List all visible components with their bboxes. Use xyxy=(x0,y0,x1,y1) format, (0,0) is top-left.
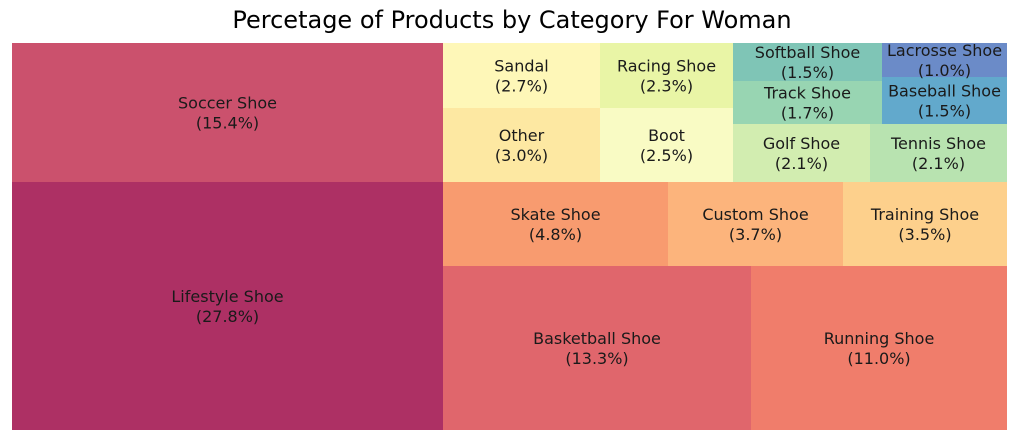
cell-label-baseball-shoe: Baseball Shoe (1.5%) xyxy=(888,82,1001,121)
chart-title: Percetage of Products by Category For Wo… xyxy=(232,6,792,34)
cell-label-other: Other (3.0%) xyxy=(495,126,548,165)
cell-baseball-shoe xyxy=(882,77,1007,124)
cell-label-skate-shoe: Skate Shoe (4.8%) xyxy=(510,205,600,244)
cell-basketball-shoe xyxy=(443,266,751,430)
cell-custom-shoe xyxy=(668,182,843,266)
cell-label-running-shoe: Running Shoe (11.0%) xyxy=(824,329,935,368)
cell-label-softball-shoe: Softball Shoe (1.5%) xyxy=(755,43,860,82)
cell-label-training-shoe: Training Shoe (3.5%) xyxy=(870,205,979,244)
cell-training-shoe xyxy=(843,182,1007,266)
cell-tennis-shoe xyxy=(870,124,1007,182)
cell-soccer-shoe xyxy=(12,43,443,182)
cell-lifestyle-shoe xyxy=(12,182,443,430)
cell-sandal xyxy=(443,43,600,108)
cell-softball-shoe xyxy=(733,43,882,81)
cell-label-track-shoe: Track Shoe (1.7%) xyxy=(763,84,851,123)
cell-other xyxy=(443,108,600,182)
cell-golf-shoe xyxy=(733,124,870,182)
cell-track-shoe xyxy=(733,81,882,124)
cell-label-golf-shoe: Golf Shoe (2.1%) xyxy=(763,134,840,173)
cell-racing-shoe xyxy=(600,43,733,108)
cell-label-sandal: Sandal (2.7%) xyxy=(494,57,549,96)
cell-running-shoe xyxy=(751,266,1007,430)
cell-label-racing-shoe: Racing Shoe (2.3%) xyxy=(617,57,716,96)
cell-label-lacrosse-shoe: Lacrosse Shoe (1.0%) xyxy=(887,41,1002,80)
cell-label-tennis-shoe: Tennis Shoe (2.1%) xyxy=(890,134,986,173)
cell-label-basketball-shoe: Basketball Shoe (13.3%) xyxy=(533,329,661,368)
cell-label-lifestyle-shoe: Lifestyle Shoe (27.8%) xyxy=(171,287,283,326)
cell-lacrosse-shoe xyxy=(882,43,1007,77)
cell-label-boot: Boot (2.5%) xyxy=(640,126,693,165)
cell-skate-shoe xyxy=(443,182,668,266)
cell-label-custom-shoe: Custom Shoe (3.7%) xyxy=(702,205,808,244)
cell-boot xyxy=(600,108,733,182)
cell-label-soccer-shoe: Soccer Shoe (15.4%) xyxy=(178,94,277,133)
